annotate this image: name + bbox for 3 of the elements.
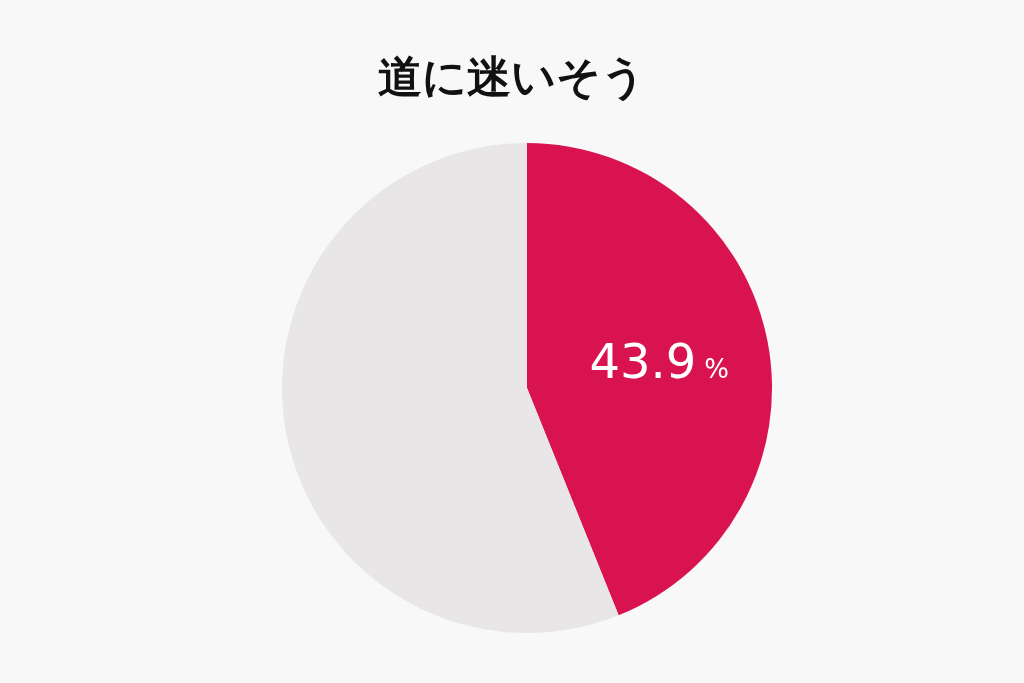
data-label: 43.9%: [589, 333, 730, 390]
pie-slice: [527, 143, 772, 616]
chart-title: 道に迷いそう: [378, 51, 646, 102]
